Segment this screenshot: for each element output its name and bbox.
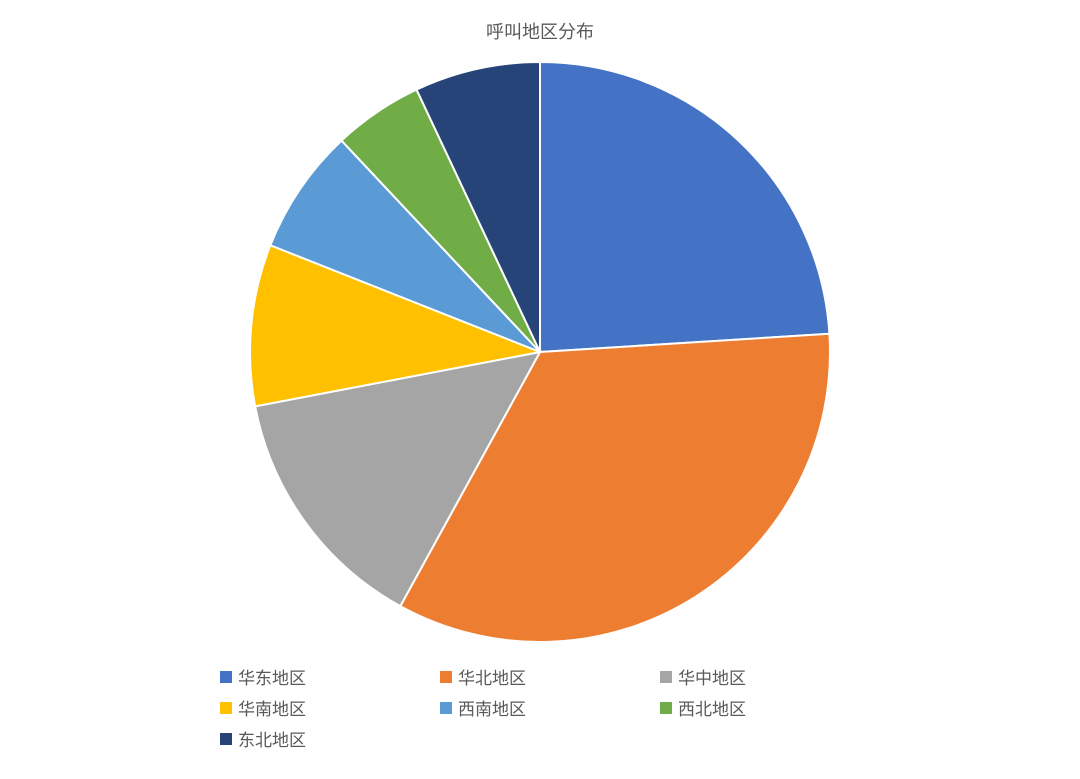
pie-chart-svg: [240, 52, 840, 652]
legend-item: 西北地区: [660, 695, 880, 720]
legend-swatch: [440, 702, 452, 714]
legend-item: 华东地区: [220, 664, 440, 689]
legend-swatch: [440, 671, 452, 683]
legend-item: 西南地区: [440, 695, 660, 720]
legend-item: 华北地区: [440, 664, 660, 689]
legend-label: 华东地区: [238, 664, 306, 689]
legend-swatch: [660, 671, 672, 683]
legend-swatch: [220, 702, 232, 714]
legend-swatch: [220, 733, 232, 745]
legend-item: 华南地区: [220, 695, 440, 720]
legend-label: 西北地区: [678, 695, 746, 720]
legend-item: 华中地区: [660, 664, 880, 689]
legend: 华东地区 华北地区 华中地区华南地区 西南地区 西北地区东北地区: [100, 652, 980, 779]
pie-slice: [540, 62, 829, 352]
legend-label: 东北地区: [238, 726, 306, 751]
legend-label: 华北地区: [458, 664, 526, 689]
legend-label: 华中地区: [678, 664, 746, 689]
pie-chart-container: 呼叫地区分布 华东地区华北地区华中地区华南地区西南地区西北地区东北地区: [0, 0, 1080, 718]
legend-label: 华南地区: [238, 695, 306, 720]
legend-swatch: [220, 671, 232, 683]
legend-label: 西南地区: [458, 695, 526, 720]
chart-title: 呼叫地区分布: [486, 18, 594, 44]
pie-wrapper: [0, 52, 1080, 652]
legend-swatch: [660, 702, 672, 714]
legend-item: 东北地区: [220, 726, 440, 751]
